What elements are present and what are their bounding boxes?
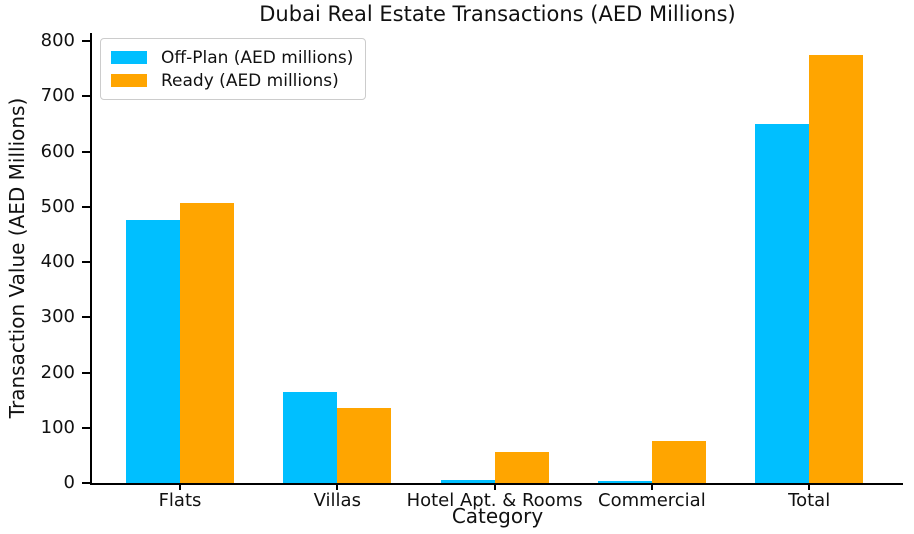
- legend-label: Ready (AED millions): [161, 70, 339, 91]
- legend: Off-Plan (AED millions) Ready (AED millio…: [100, 38, 367, 100]
- legend-item: Off-Plan (AED millions): [111, 46, 353, 69]
- y-axis-line: [90, 33, 92, 485]
- y-tick-mark: [82, 261, 90, 264]
- bar-ready-total: [809, 54, 864, 483]
- x-tick-label-villas: Villas: [313, 490, 361, 511]
- bar-ready-commercial: [651, 440, 706, 483]
- bar-off-plan-hotel-apt-rooms: [440, 479, 495, 483]
- bar-ready-flats: [180, 203, 234, 483]
- y-tick-mark: [82, 371, 90, 374]
- y-tick-mark: [82, 95, 90, 98]
- x-tick-mark: [336, 485, 339, 490]
- legend-label: Off-Plan (AED millions): [161, 47, 354, 68]
- y-tick-label: 600: [40, 140, 75, 162]
- y-tick-label: 300: [40, 306, 75, 328]
- x-tick-mark: [179, 485, 181, 490]
- y-tick-mark: [82, 482, 90, 484]
- bar-off-plan-commercial: [597, 481, 652, 483]
- y-tick-mark: [82, 150, 90, 153]
- y-tick-label: 500: [40, 195, 75, 217]
- y-tick-mark: [82, 40, 90, 43]
- plot-area: 0 100 200 300 400 500 600 700 800 Flats Villas Hot…: [41, 30, 903, 511]
- bar-ready-hotel-apt-rooms: [494, 452, 549, 483]
- y-tick-label: 400: [40, 251, 75, 273]
- x-tick-label-hotel-apt-rooms: Hotel Apt. & Rooms: [406, 490, 583, 511]
- bar-off-plan-flats: [126, 219, 180, 483]
- legend-item: Ready (AED millions): [111, 69, 353, 92]
- x-axis-line: [90, 483, 903, 485]
- y-tick-label: 200: [40, 361, 75, 383]
- y-tick-label: 100: [40, 416, 75, 438]
- x-tick-label-flats: Flats: [158, 490, 202, 511]
- x-tick-mark: [493, 485, 496, 490]
- x-tick-label-total: Total: [788, 490, 831, 511]
- legend-swatch: [111, 74, 147, 87]
- y-tick-mark: [82, 426, 90, 429]
- x-tick-mark: [650, 485, 653, 490]
- y-tick-label: 0: [63, 472, 75, 493]
- bar-off-plan-villas: [283, 392, 338, 483]
- y-tick-label: 700: [40, 85, 75, 107]
- y-tick-label: 800: [40, 30, 75, 52]
- y-tick-mark: [82, 316, 90, 319]
- x-tick-mark: [808, 485, 811, 490]
- y-tick-mark: [82, 205, 90, 208]
- legend-swatch: [111, 51, 147, 64]
- x-tick-label-commercial: Commercial: [598, 490, 706, 511]
- chart-title: Dubai Real Estate Transactions (AED Mill…: [259, 2, 736, 26]
- bar-ready-villas: [337, 407, 392, 483]
- bar-off-plan-total: [755, 124, 810, 483]
- x-axis-label: Category: [451, 504, 544, 528]
